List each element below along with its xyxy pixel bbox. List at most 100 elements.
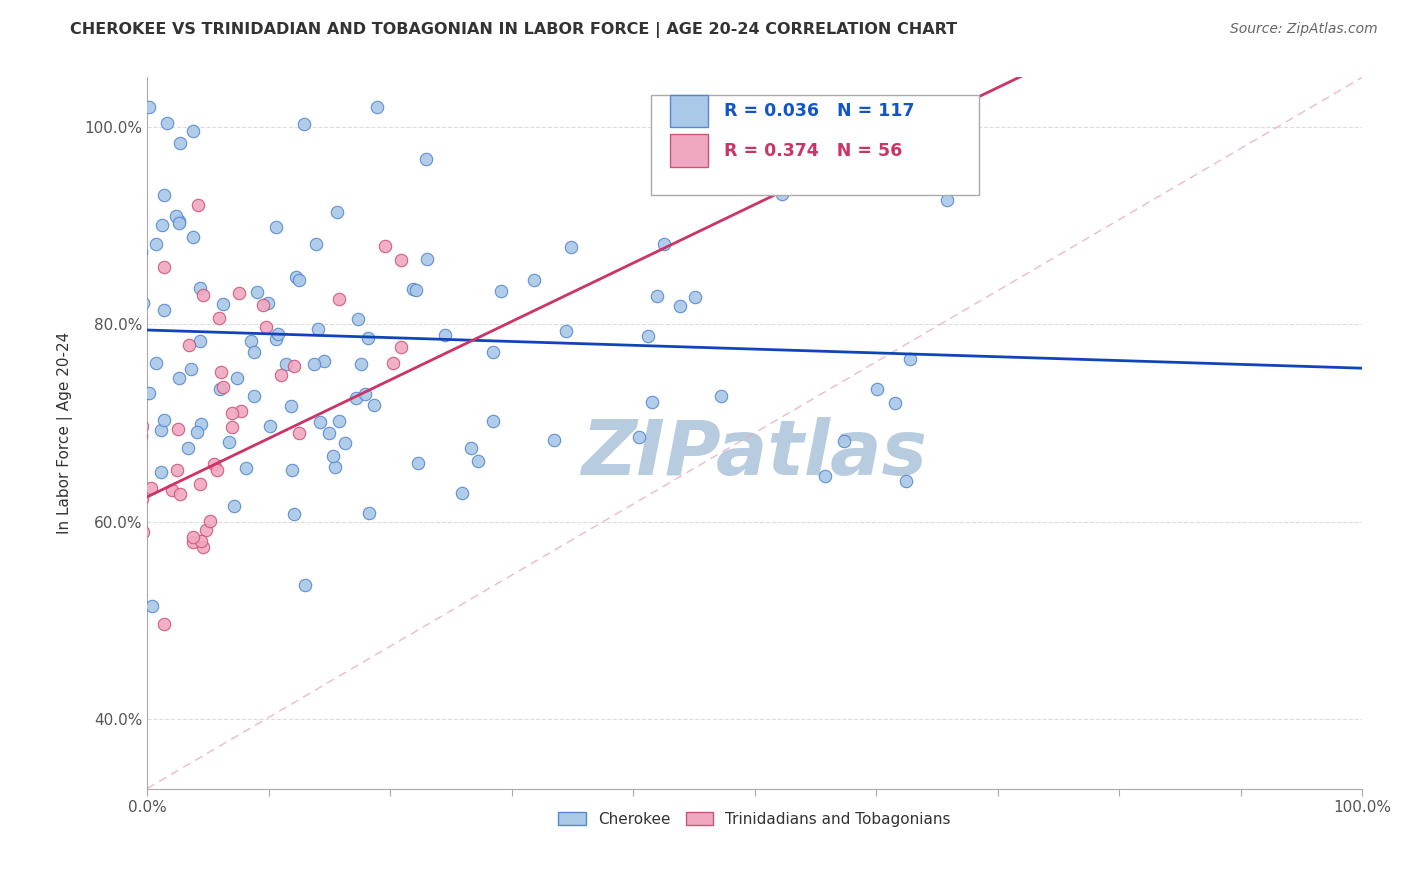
Point [981,290,1004,304]
Point [288,515,311,529]
Point [181,453,204,467]
Point [1167,469,1189,483]
Point [692,345,714,359]
Point [458,426,481,441]
Point [624,328,647,343]
Point [302,310,325,325]
Point [446,415,468,429]
Point [382,220,405,235]
Point [257,441,280,455]
Point [938,100,960,114]
Point [416,425,439,440]
Point [368,319,391,334]
Point [1107,187,1129,202]
Point [155,459,177,474]
Point [468,459,491,474]
Point [188,311,211,326]
Text: ZIPatlas: ZIPatlas [582,417,928,491]
Point [243,371,266,385]
Point [191,418,214,433]
Point [243,422,266,436]
Point [264,534,287,549]
Point [224,188,246,202]
Point [561,253,583,268]
Point [274,334,297,348]
Point [176,200,198,214]
Point [1195,434,1218,449]
Point [155,375,177,389]
Point [1268,395,1291,409]
Point [271,198,294,212]
Point [187,285,209,299]
Point [375,419,398,434]
Point [201,100,224,114]
Point [148,362,170,376]
Point [409,508,432,522]
Point [153,441,176,455]
Point [321,420,343,434]
Point [184,179,207,194]
Point [280,541,302,555]
Point [405,399,427,413]
Point [387,327,409,342]
Point [278,288,301,302]
Point [352,389,374,403]
Point [578,282,600,296]
Point [276,417,298,431]
Point [222,260,245,275]
Point [207,599,229,614]
Point [505,357,527,371]
Point [496,392,519,406]
Point [1341,193,1364,207]
Point [183,354,205,368]
Point [202,385,225,400]
Point [174,518,197,533]
Point [276,534,298,549]
Point [416,273,439,287]
Point [437,358,460,372]
Point [384,333,406,347]
Point [914,329,936,343]
Point [650,486,672,500]
Point [157,592,180,607]
Point [1019,389,1042,403]
Point [235,483,257,498]
Point [797,325,820,339]
Point [179,309,201,323]
Text: R = 0.374   N = 56: R = 0.374 N = 56 [724,142,903,160]
Point [927,289,949,303]
Point [274,477,297,491]
Point [347,334,370,348]
Point [193,524,215,539]
Point [938,236,960,251]
Point [150,475,173,489]
Point [527,100,550,114]
Point [321,406,343,420]
Point [464,449,486,463]
Text: R = 0.036   N = 117: R = 0.036 N = 117 [724,102,915,120]
Point [245,214,267,228]
FancyBboxPatch shape [669,95,709,128]
Point [191,492,214,507]
Point [423,117,446,131]
Point [160,211,183,225]
Point [136,516,159,530]
Point [1289,351,1312,366]
FancyBboxPatch shape [669,135,709,167]
Point [172,467,194,482]
Point [283,523,305,537]
Point [190,429,212,443]
Point [177,675,200,690]
Point [396,357,419,371]
Point [389,368,412,382]
Point [305,365,328,379]
Point [704,284,727,298]
Point [224,617,246,632]
Point [323,499,346,513]
Point [551,356,574,370]
Point [211,236,233,251]
Point [194,296,217,310]
Point [364,298,387,312]
Text: Source: ZipAtlas.com: Source: ZipAtlas.com [1230,22,1378,37]
Point [780,434,803,448]
